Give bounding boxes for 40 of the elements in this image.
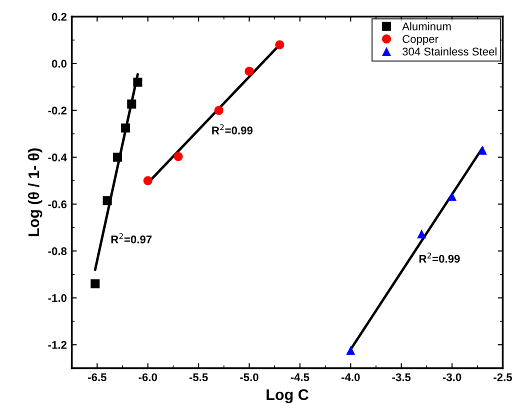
point bbox=[133, 78, 142, 87]
annotation: R$^{2}$=0.97 bbox=[111, 233, 152, 244]
point bbox=[174, 152, 183, 162]
x-tick-label: -4.0 bbox=[342, 373, 360, 382]
point bbox=[417, 229, 426, 238]
point bbox=[346, 346, 356, 355]
point bbox=[275, 40, 284, 50]
y-tick-label: 0.0 bbox=[52, 60, 67, 68]
y-tick-label: -1.2 bbox=[48, 340, 67, 349]
x-tick-label: -3.5 bbox=[392, 373, 411, 382]
y-axis-title: Log (θ / 1- θ) bbox=[28, 148, 42, 236]
x-axis-title: Log C bbox=[266, 389, 308, 404]
point bbox=[478, 146, 487, 155]
y-tick-label: -0.6 bbox=[48, 200, 67, 208]
y-tick-label: -0.2 bbox=[48, 106, 67, 115]
y-tick-label: 0.2 bbox=[52, 12, 67, 21]
x-tick-label: -6.0 bbox=[138, 373, 157, 382]
y-tick-label: -0.8 bbox=[48, 247, 67, 256]
legend-label: Copper bbox=[402, 35, 438, 46]
x-tick-label: -2.5 bbox=[494, 373, 512, 382]
y-tick-label: -0.4 bbox=[48, 154, 67, 162]
x-tick-label: -6.5 bbox=[88, 373, 106, 382]
point bbox=[112, 152, 122, 162]
point bbox=[448, 192, 457, 201]
x-tick-label: -5.0 bbox=[240, 373, 258, 382]
annotation: R$^{2}$=0.99 bbox=[212, 124, 253, 134]
x-tick-label: -4.5 bbox=[290, 373, 310, 382]
annotation: R$^{2}$=0.99 bbox=[419, 252, 460, 263]
x-tick-label: -5.5 bbox=[189, 373, 208, 382]
point bbox=[214, 106, 224, 115]
point bbox=[143, 176, 152, 186]
point bbox=[102, 196, 112, 206]
legend-label: 304 Stainless Steel bbox=[402, 47, 496, 56]
point bbox=[121, 123, 130, 132]
point bbox=[244, 66, 254, 76]
x-tick-label: -3.0 bbox=[442, 373, 462, 382]
y-tick-label: -1.0 bbox=[48, 294, 67, 302]
legend-label: Aluminum bbox=[402, 22, 451, 30]
point bbox=[127, 100, 136, 109]
point bbox=[90, 279, 100, 288]
